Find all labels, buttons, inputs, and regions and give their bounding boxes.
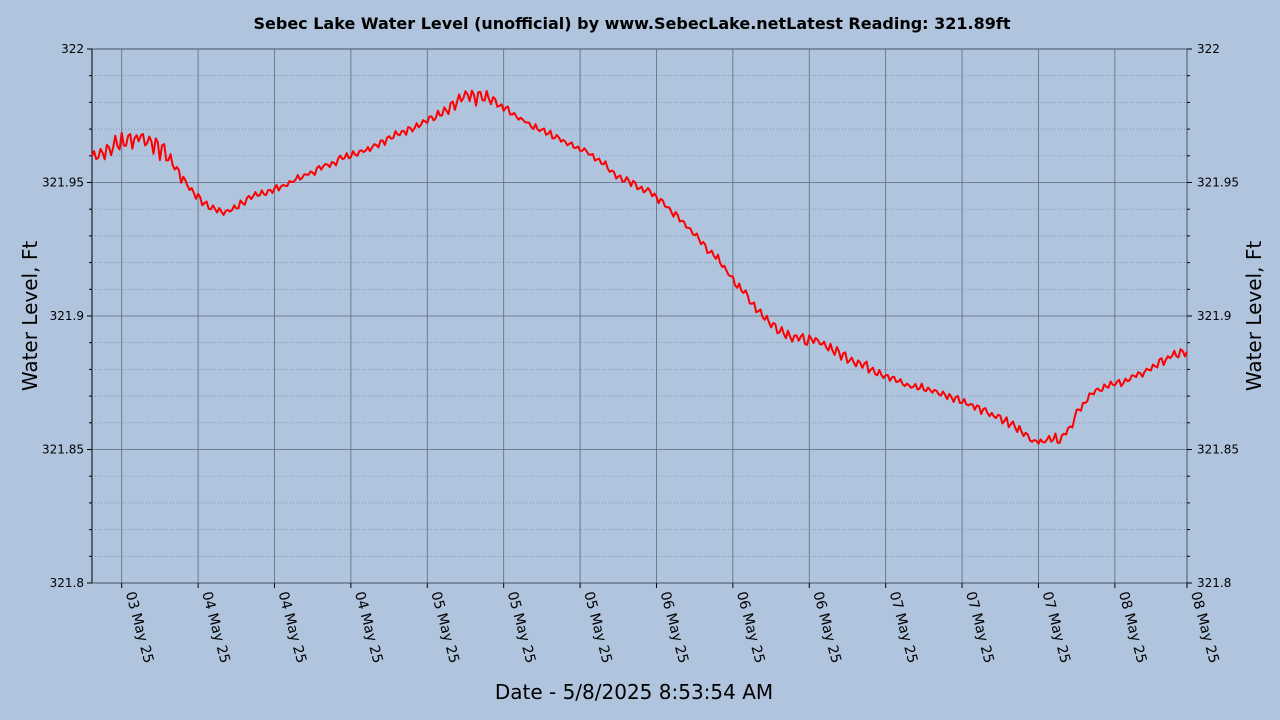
- y-tick-label-left: 322: [61, 42, 84, 56]
- y-tick-label-left: 321.9: [50, 309, 84, 323]
- x-tick-label: 08 May 25: [1115, 590, 1149, 665]
- y-axis-title-right: Water Level, Ft: [1242, 241, 1266, 391]
- y-tick-label-right: 322: [1197, 42, 1220, 56]
- x-axis: 03 May 25 04 May 25 04 May 25 04 May 25 05 M…: [121, 583, 1222, 665]
- y-tick-label-right: 321.85: [1197, 443, 1239, 457]
- y-tick-label-right: 321.8: [1197, 576, 1231, 590]
- x-tick-label: 04 May 25: [275, 590, 309, 665]
- x-tick-label: 06 May 25: [733, 590, 767, 665]
- y-tick-label-right: 321.95: [1197, 176, 1239, 190]
- y-tick-label-left: 321.85: [42, 443, 84, 457]
- y-tick-label-right: 321.9: [1197, 309, 1231, 323]
- x-tick-label: 07 May 25: [1039, 590, 1073, 665]
- right-y-axis: 321.8 321.85 321.9 321.95 322: [1187, 42, 1239, 590]
- minor-gridlines: [92, 75, 1187, 557]
- x-tick-label: 07 May 25: [962, 590, 996, 665]
- x-tick-label: 05 May 25: [427, 590, 461, 665]
- x-tick-label: 06 May 25: [657, 590, 691, 665]
- left-y-axis: 321.8 321.85 321.9 321.95 322: [42, 42, 92, 590]
- x-tick-label: 08 May 25: [1187, 590, 1221, 665]
- water-level-line: [91, 89, 1188, 445]
- x-axis-title: Date - 5/8/2025 8:53:54 AM: [495, 680, 773, 704]
- major-gridlines: [92, 48, 1188, 584]
- y-tick-label-left: 321.95: [42, 176, 84, 190]
- y-tick-label-left: 321.8: [50, 576, 84, 590]
- y-axis-title-left: Water Level, Ft: [18, 241, 42, 391]
- x-tick-label: 04 May 25: [351, 590, 385, 665]
- x-tick-label: 06 May 25: [809, 590, 843, 665]
- x-tick-label: 07 May 25: [886, 590, 920, 665]
- x-tick-label: 05 May 25: [504, 590, 538, 665]
- x-tick-label: 05 May 25: [580, 590, 614, 665]
- x-tick-label: 03 May 25: [122, 590, 156, 665]
- chart-title: Sebec Lake Water Level (unofficial) by w…: [254, 14, 1011, 33]
- x-tick-label: 04 May 25: [198, 590, 232, 665]
